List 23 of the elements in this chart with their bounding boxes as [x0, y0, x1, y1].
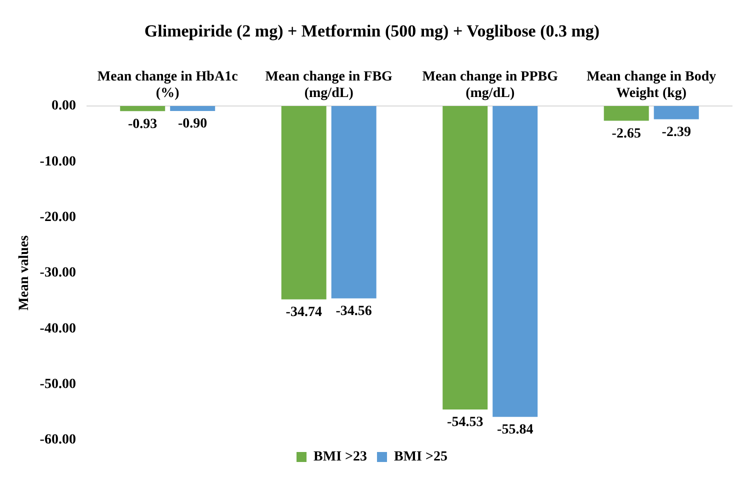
- data-label: -2.39: [662, 124, 691, 140]
- data-label: -34.74: [286, 304, 322, 320]
- y-tick-label: -60.00: [40, 432, 76, 448]
- x-tick-label: Mean change in HbA1c (%): [97, 69, 238, 102]
- data-label: -54.53: [447, 415, 484, 430]
- data-label: -34.56: [336, 304, 372, 319]
- y-tick-label: -40.00: [40, 321, 76, 336]
- x-tick-label: Mean change in PPBG (mg/dL): [422, 69, 558, 102]
- data-label: -0.93: [128, 116, 158, 132]
- legend-label: BMI >23: [314, 450, 368, 465]
- x-tick-label: Mean change in Body Weight (kg): [586, 69, 716, 102]
- y-tick-label: -50.00: [40, 376, 76, 392]
- legend-label: BMI >25: [394, 450, 448, 465]
- y-tick-label: 0.00: [51, 98, 76, 114]
- chart-title: Glimepiride (2 mg) + Metformin (500 mg) + Voglibose (0.3 mg): [144, 22, 600, 41]
- y-axis-title: Mean values: [17, 234, 32, 311]
- data-label: -0.90: [178, 116, 208, 132]
- y-tick-label: -20.00: [40, 210, 76, 225]
- x-tick-label: Mean change in FBG (mg/dL): [265, 69, 393, 102]
- data-label: -2.65: [612, 126, 641, 142]
- y-tick-label: -10.00: [40, 154, 76, 170]
- data-label: -55.84: [497, 422, 534, 438]
- y-tick-label: -30.00: [40, 266, 76, 281]
